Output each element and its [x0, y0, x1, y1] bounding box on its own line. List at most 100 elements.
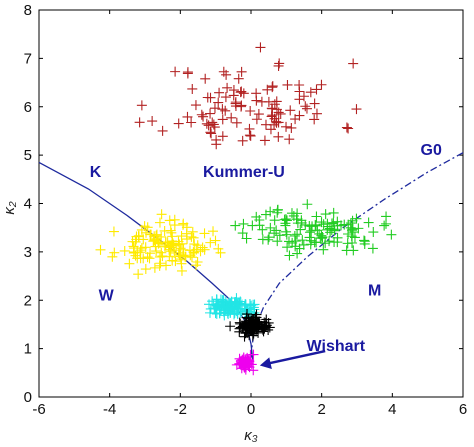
data-point — [153, 238, 164, 249]
data-point — [131, 231, 142, 242]
series-w — [204, 293, 260, 322]
data-point — [253, 109, 264, 120]
data-point — [301, 103, 312, 114]
data-point — [289, 230, 300, 241]
data-point — [208, 119, 219, 130]
data-point — [95, 244, 106, 255]
x-axis-label: κ₃ — [244, 427, 258, 444]
data-point — [238, 218, 249, 229]
region-label-k: K — [90, 164, 102, 181]
data-point — [199, 244, 210, 255]
data-point — [200, 73, 211, 84]
data-point — [286, 122, 297, 133]
data-point — [154, 251, 165, 262]
y-tick-label: 4 — [24, 196, 32, 213]
x-tick-label: 0 — [247, 401, 255, 418]
data-point — [203, 120, 214, 131]
data-point — [324, 223, 335, 234]
data-point — [248, 302, 259, 313]
data-point — [215, 247, 226, 258]
region-label-g0: G0 — [421, 142, 442, 159]
data-point — [273, 131, 284, 142]
data-point — [201, 118, 212, 129]
data-point — [243, 359, 254, 370]
data-point — [205, 237, 216, 248]
x-tick-label: 2 — [317, 401, 325, 418]
data-point — [318, 219, 329, 230]
data-point — [292, 248, 303, 259]
data-point — [251, 95, 262, 106]
data-point — [307, 221, 318, 232]
data-point — [196, 109, 207, 120]
data-point — [363, 217, 374, 228]
data-point — [222, 82, 233, 93]
data-point — [309, 114, 320, 125]
data-point — [220, 92, 231, 103]
data-point — [320, 209, 331, 220]
data-point — [251, 114, 262, 125]
data-point — [184, 245, 195, 256]
data-point — [228, 90, 239, 101]
data-point — [304, 227, 315, 238]
data-point — [237, 135, 248, 146]
data-point — [348, 227, 359, 238]
data-point — [316, 230, 327, 241]
data-point — [206, 128, 217, 139]
data-point — [311, 211, 322, 222]
data-point — [279, 214, 290, 225]
data-point — [265, 222, 276, 233]
data-point — [298, 239, 309, 250]
data-point — [281, 121, 292, 132]
data-point — [263, 96, 274, 107]
data-point — [367, 243, 378, 254]
data-point — [311, 237, 322, 248]
data-point — [300, 101, 311, 112]
y-tick: 0 — [24, 389, 463, 406]
data-point — [230, 220, 241, 231]
data-point — [170, 256, 181, 267]
x-tick: -4 — [103, 10, 116, 418]
data-point — [329, 225, 340, 236]
data-point — [241, 357, 252, 368]
data-point — [142, 222, 153, 233]
y-tick-label: 0 — [24, 389, 32, 406]
data-point — [211, 303, 222, 314]
data-point — [135, 245, 146, 256]
data-point — [142, 252, 153, 263]
data-point — [176, 265, 187, 276]
data-point — [316, 217, 327, 228]
data-point — [210, 235, 221, 246]
data-point — [178, 244, 189, 255]
data-point — [107, 251, 118, 262]
data-point — [254, 214, 265, 225]
y-tick: 3 — [24, 244, 463, 261]
data-point — [269, 215, 280, 226]
data-point — [305, 87, 316, 98]
data-point — [205, 127, 216, 138]
data-point — [233, 304, 244, 315]
data-point — [214, 87, 225, 98]
data-point — [119, 245, 130, 256]
data-point — [192, 257, 203, 268]
data-point — [236, 86, 247, 97]
data-point — [156, 209, 167, 220]
data-point — [259, 135, 270, 146]
data-point — [332, 216, 343, 227]
data-point — [272, 236, 283, 247]
data-point — [231, 117, 242, 128]
data-point — [262, 84, 273, 95]
data-point — [292, 229, 303, 240]
data-point — [261, 314, 272, 325]
data-point — [209, 122, 220, 133]
data-point — [296, 217, 307, 228]
data-point — [229, 297, 240, 308]
data-point — [140, 264, 151, 275]
data-point — [318, 244, 329, 255]
y-tick: 2 — [24, 292, 463, 309]
data-point — [237, 228, 248, 239]
data-point — [151, 230, 162, 241]
data-point — [359, 235, 370, 246]
data-point — [249, 323, 260, 334]
data-point — [236, 66, 247, 77]
data-point — [165, 242, 176, 253]
